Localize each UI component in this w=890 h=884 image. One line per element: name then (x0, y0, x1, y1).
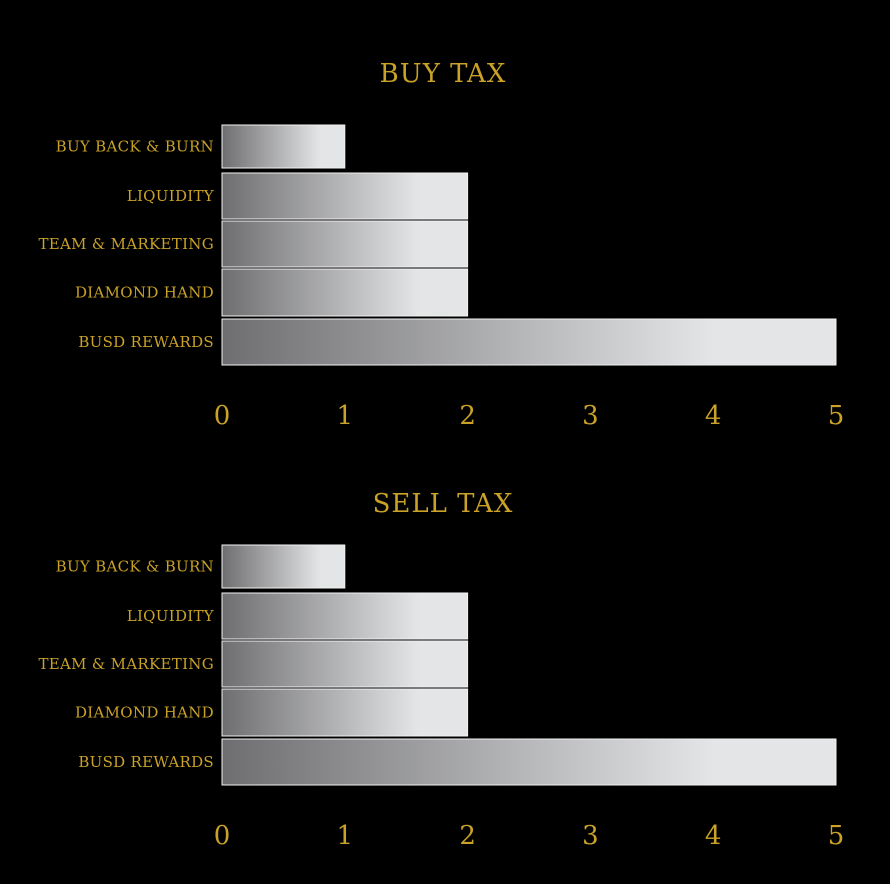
tick-label: 5 (828, 821, 845, 851)
bar (221, 544, 346, 589)
category-label: BUY BACK & BURN (56, 138, 214, 156)
category-label: DIAMOND HAND (75, 284, 214, 302)
tick-label: 4 (705, 821, 722, 851)
bar (221, 268, 469, 317)
category-label: LIQUIDITY (127, 607, 215, 625)
category-label: BUSD REWARDS (78, 753, 214, 771)
bar (221, 592, 469, 640)
chart-title: SELL TAX (373, 489, 514, 519)
tick-label: 1 (337, 821, 354, 851)
tick-label: 0 (214, 401, 231, 431)
bar (221, 738, 837, 786)
chart-buy-tax: BUY TAX BUY BACK & BURN LIQUIDITY TEAM & MA… (38, 59, 844, 431)
category-label: BUSD REWARDS (78, 333, 214, 351)
category-label: DIAMOND HAND (75, 704, 214, 722)
chart-sell-tax: SELL TAX BUY BACK & BURN LIQUIDITY TEAM & M… (38, 489, 844, 851)
category-label: TEAM & MARKETING (38, 235, 214, 253)
tick-label: 0 (214, 821, 231, 851)
bar (221, 124, 346, 169)
bar (221, 318, 837, 366)
tick-label: 5 (828, 401, 845, 431)
tick-label: 3 (582, 821, 599, 851)
bar (221, 220, 469, 268)
category-label: TEAM & MARKETING (38, 655, 214, 673)
tick-label: 4 (705, 401, 722, 431)
chart-title: BUY TAX (380, 59, 507, 89)
tick-label: 2 (459, 821, 476, 851)
category-label: BUY BACK & BURN (56, 558, 214, 576)
tick-label: 3 (582, 401, 599, 431)
category-label: LIQUIDITY (127, 187, 215, 205)
bar (221, 172, 469, 220)
bar (221, 640, 469, 688)
bar (221, 688, 469, 737)
tick-label: 1 (337, 401, 354, 431)
tick-label: 2 (459, 401, 476, 431)
